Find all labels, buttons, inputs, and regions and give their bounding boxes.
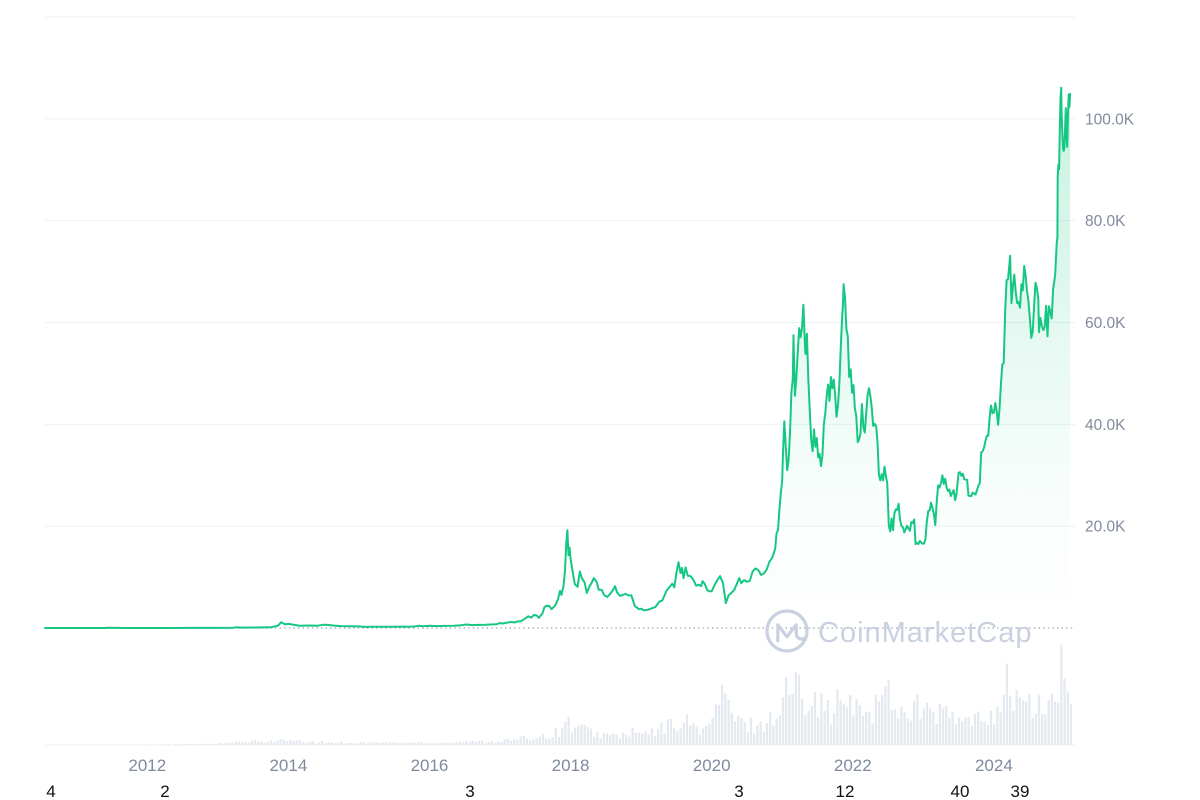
volume-bars [138,644,1073,745]
svg-text:12: 12 [836,782,855,800]
price-area [45,87,1071,629]
svg-text:3: 3 [734,782,743,800]
svg-text:3: 3 [465,782,474,800]
svg-text:2018: 2018 [552,756,590,775]
svg-text:2024: 2024 [975,756,1013,775]
svg-text:2012: 2012 [128,756,166,775]
svg-text:4: 4 [46,782,55,800]
svg-text:2022: 2022 [834,756,872,775]
svg-text:2: 2 [160,782,169,800]
svg-text:2020: 2020 [693,756,731,775]
svg-text:40: 40 [951,782,970,800]
svg-text:20.0K: 20.0K [1085,519,1126,536]
coinmarketcap-logo-m-icon [776,623,808,643]
x-axis-labels: 2012 2014 2016 2018 2020 2022 2024 [128,756,1012,775]
svg-text:60.0K: 60.0K [1085,315,1126,332]
svg-text:100.0K: 100.0K [1085,111,1135,128]
bottom-numbers: 4 2 3 3 12 40 39 [46,782,1029,800]
watermark: CoinMarketCap [765,609,1032,653]
y-axis-labels: 20.0K 40.0K 60.0K 80.0K 100.0K [1085,111,1135,535]
svg-text:40.0K: 40.0K [1085,417,1126,434]
watermark-text: CoinMarketCap [818,617,1032,649]
svg-text:2014: 2014 [269,756,307,775]
coinmarketcap-logo-icon [765,609,809,653]
svg-text:39: 39 [1011,782,1030,800]
price-line [44,86,1072,629]
svg-text:80.0K: 80.0K [1085,213,1126,230]
svg-text:2016: 2016 [411,756,449,775]
